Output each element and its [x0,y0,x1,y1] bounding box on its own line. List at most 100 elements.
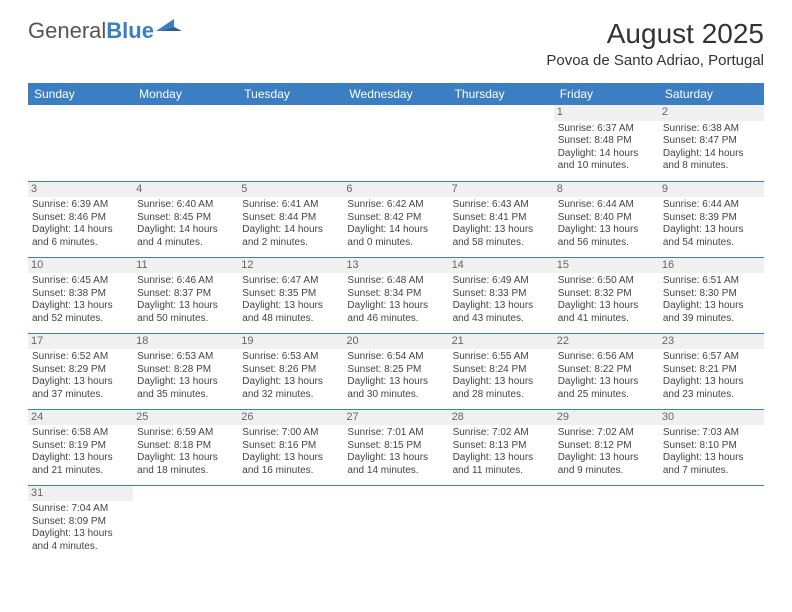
day-number: 27 [343,410,448,426]
day-number: 13 [343,258,448,274]
calendar-cell: 22Sunrise: 6:56 AMSunset: 8:22 PMDayligh… [554,333,659,409]
day-number: 16 [659,258,764,274]
day-number: 31 [28,486,133,502]
calendar-cell: 14Sunrise: 6:49 AMSunset: 8:33 PMDayligh… [449,257,554,333]
calendar-cell: 4Sunrise: 6:40 AMSunset: 8:45 PMDaylight… [133,181,238,257]
calendar-cell: 26Sunrise: 7:00 AMSunset: 8:16 PMDayligh… [238,409,343,485]
calendar-cell [659,485,764,561]
weekday-header: Saturday [659,83,764,105]
daylight-text: and 32 minutes. [242,389,339,402]
daylight-text: Daylight: 13 hours [32,528,129,541]
daylight-text: Daylight: 13 hours [242,376,339,389]
day-number: 12 [238,258,343,274]
sunset-text: Sunset: 8:16 PM [242,440,339,453]
sunset-text: Sunset: 8:38 PM [32,288,129,301]
sunset-text: Sunset: 8:26 PM [242,364,339,377]
sunset-text: Sunset: 8:42 PM [347,212,444,225]
calendar-cell: 24Sunrise: 6:58 AMSunset: 8:19 PMDayligh… [28,409,133,485]
sunrise-text: Sunrise: 6:56 AM [558,351,655,364]
daylight-text: Daylight: 13 hours [663,452,760,465]
daylight-text: Daylight: 13 hours [453,376,550,389]
daylight-text: Daylight: 13 hours [663,224,760,237]
calendar-cell: 7Sunrise: 6:43 AMSunset: 8:41 PMDaylight… [449,181,554,257]
daylight-text: and 11 minutes. [453,465,550,478]
day-number: 3 [28,182,133,198]
sunset-text: Sunset: 8:13 PM [453,440,550,453]
daylight-text: and 39 minutes. [663,313,760,326]
calendar-cell: 15Sunrise: 6:50 AMSunset: 8:32 PMDayligh… [554,257,659,333]
calendar-cell: 13Sunrise: 6:48 AMSunset: 8:34 PMDayligh… [343,257,448,333]
day-number: 21 [449,334,554,350]
sunset-text: Sunset: 8:10 PM [663,440,760,453]
sunrise-text: Sunrise: 6:48 AM [347,275,444,288]
sunrise-text: Sunrise: 6:37 AM [558,123,655,136]
daylight-text: and 48 minutes. [242,313,339,326]
weekday-header: Thursday [449,83,554,105]
daylight-text: and 8 minutes. [663,160,760,173]
calendar-cell: 1Sunrise: 6:37 AMSunset: 8:48 PMDaylight… [554,105,659,181]
daylight-text: Daylight: 13 hours [347,376,444,389]
daylight-text: and 7 minutes. [663,465,760,478]
daylight-text: and 30 minutes. [347,389,444,402]
sunset-text: Sunset: 8:40 PM [558,212,655,225]
daylight-text: and 4 minutes. [32,541,129,554]
weekday-header: Monday [133,83,238,105]
daylight-text: and 50 minutes. [137,313,234,326]
daylight-text: Daylight: 13 hours [32,300,129,313]
sunset-text: Sunset: 8:28 PM [137,364,234,377]
calendar-cell [238,105,343,181]
daylight-text: Daylight: 14 hours [663,148,760,161]
daylight-text: Daylight: 13 hours [453,224,550,237]
daylight-text: and 58 minutes. [453,237,550,250]
sunrise-text: Sunrise: 6:44 AM [663,199,760,212]
calendar-cell: 18Sunrise: 6:53 AMSunset: 8:28 PMDayligh… [133,333,238,409]
sunset-text: Sunset: 8:09 PM [32,516,129,529]
calendar-cell [133,485,238,561]
sunrise-text: Sunrise: 6:52 AM [32,351,129,364]
sunrise-text: Sunrise: 6:46 AM [137,275,234,288]
calendar-cell: 31Sunrise: 7:04 AMSunset: 8:09 PMDayligh… [28,485,133,561]
calendar-cell: 25Sunrise: 6:59 AMSunset: 8:18 PMDayligh… [133,409,238,485]
weekday-header-row: Sunday Monday Tuesday Wednesday Thursday… [28,83,764,105]
calendar-cell: 19Sunrise: 6:53 AMSunset: 8:26 PMDayligh… [238,333,343,409]
day-number: 29 [554,410,659,426]
calendar-cell: 12Sunrise: 6:47 AMSunset: 8:35 PMDayligh… [238,257,343,333]
calendar-cell [343,485,448,561]
weekday-header: Friday [554,83,659,105]
daylight-text: and 41 minutes. [558,313,655,326]
sunset-text: Sunset: 8:46 PM [32,212,129,225]
logo: GeneralBlue [28,18,182,44]
sunrise-text: Sunrise: 6:44 AM [558,199,655,212]
calendar-cell: 2Sunrise: 6:38 AMSunset: 8:47 PMDaylight… [659,105,764,181]
calendar-cell: 21Sunrise: 6:55 AMSunset: 8:24 PMDayligh… [449,333,554,409]
calendar-cell [238,485,343,561]
day-number: 18 [133,334,238,350]
sunset-text: Sunset: 8:15 PM [347,440,444,453]
day-number: 23 [659,334,764,350]
weekday-header: Tuesday [238,83,343,105]
calendar-cell [133,105,238,181]
daylight-text: and 46 minutes. [347,313,444,326]
weekday-header: Wednesday [343,83,448,105]
sunset-text: Sunset: 8:19 PM [32,440,129,453]
daylight-text: Daylight: 13 hours [663,376,760,389]
calendar-cell: 3Sunrise: 6:39 AMSunset: 8:46 PMDaylight… [28,181,133,257]
day-number: 30 [659,410,764,426]
sunset-text: Sunset: 8:24 PM [453,364,550,377]
title-block: August 2025 Povoa de Santo Adriao, Portu… [546,18,764,69]
calendar-row: 3Sunrise: 6:39 AMSunset: 8:46 PMDaylight… [28,181,764,257]
sunrise-text: Sunrise: 7:00 AM [242,427,339,440]
sunrise-text: Sunrise: 6:55 AM [453,351,550,364]
daylight-text: Daylight: 13 hours [137,300,234,313]
day-number: 20 [343,334,448,350]
daylight-text: Daylight: 13 hours [663,300,760,313]
day-number: 15 [554,258,659,274]
header: GeneralBlue August 2025 Povoa de Santo A… [0,0,792,77]
day-number: 25 [133,410,238,426]
day-number: 17 [28,334,133,350]
daylight-text: and 56 minutes. [558,237,655,250]
daylight-text: Daylight: 13 hours [453,300,550,313]
sunset-text: Sunset: 8:44 PM [242,212,339,225]
sunset-text: Sunset: 8:39 PM [663,212,760,225]
sunset-text: Sunset: 8:21 PM [663,364,760,377]
